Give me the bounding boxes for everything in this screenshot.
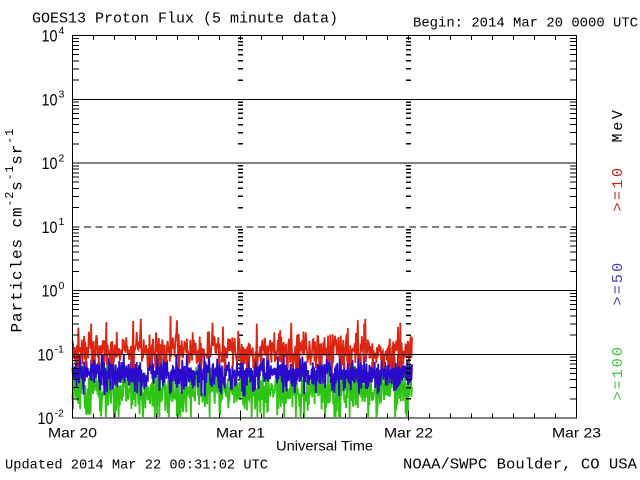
svg-text:NOAA/SWPC Boulder, CO USA: NOAA/SWPC Boulder, CO USA: [403, 457, 637, 474]
svg-text:10: 10: [42, 27, 58, 46]
svg-text:Updated 2014 Mar 22 00:31:02 U: Updated 2014 Mar 22 00:31:02 UTC: [5, 458, 268, 474]
svg-text:10: 10: [38, 345, 54, 364]
svg-text:Mar 20: Mar 20: [48, 425, 97, 441]
svg-text:-1: -1: [55, 344, 64, 356]
svg-text:>=10: >=10: [610, 165, 627, 211]
svg-text:4: 4: [59, 25, 65, 37]
svg-text:0: 0: [59, 280, 65, 292]
svg-text:Mar 21: Mar 21: [216, 425, 265, 441]
svg-text:10: 10: [42, 90, 58, 109]
svg-text:>=50: >=50: [610, 261, 627, 306]
svg-text:-2: -2: [55, 407, 64, 419]
svg-text:Mar 23: Mar 23: [552, 425, 601, 441]
svg-text:10: 10: [42, 154, 58, 173]
svg-text:2: 2: [59, 152, 65, 164]
svg-text:10: 10: [42, 218, 58, 237]
svg-text:>=100: >=100: [610, 345, 627, 401]
svg-text:MeV: MeV: [610, 107, 627, 142]
svg-text:Universal Time: Universal Time: [276, 438, 373, 454]
svg-text:3: 3: [59, 89, 65, 101]
svg-text:Mar 22: Mar 22: [384, 425, 433, 441]
svg-text:GOES13 Proton Flux (5 minute d: GOES13 Proton Flux (5 minute data): [32, 11, 338, 28]
svg-text:Begin: 2014 Mar 20 0000 UTC: Begin: 2014 Mar 20 0000 UTC: [413, 16, 638, 32]
svg-text:1: 1: [59, 216, 65, 228]
svg-text:10: 10: [38, 409, 54, 428]
svg-text:10: 10: [42, 282, 58, 301]
